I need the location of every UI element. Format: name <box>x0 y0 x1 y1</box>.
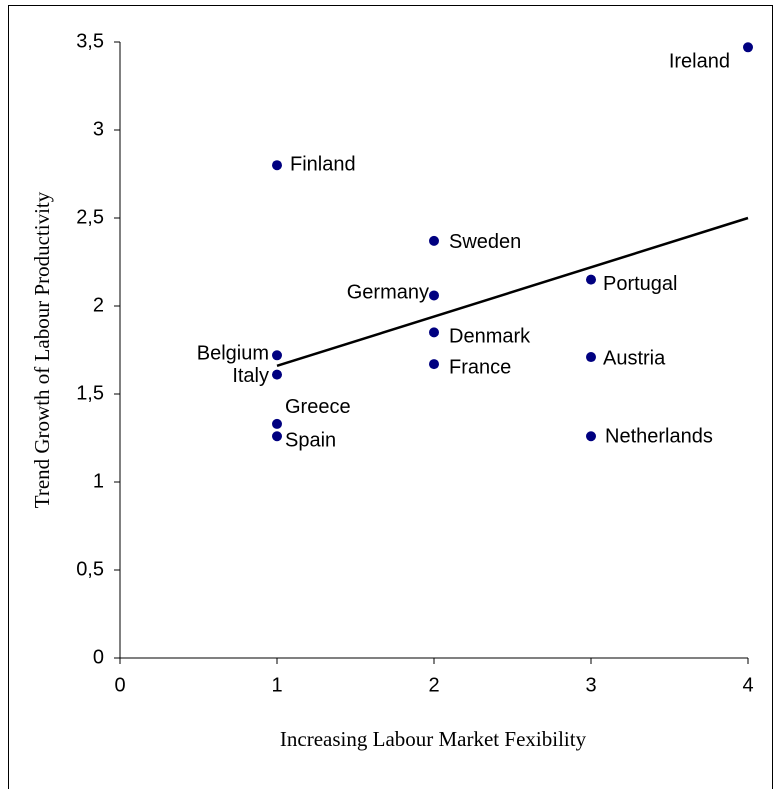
x-tick-label: 2 <box>428 674 439 696</box>
point-label: Netherlands <box>605 426 713 448</box>
point-label: Belgium <box>197 343 269 365</box>
point-label: Austria <box>603 347 666 369</box>
x-tick-label: 1 <box>271 674 282 696</box>
trend-line <box>276 216 749 368</box>
point-label: Ireland <box>669 51 730 73</box>
x-axis-title: Increasing Labour Market Fexibility <box>280 727 587 751</box>
data-point <box>429 327 439 338</box>
data-point <box>586 431 596 442</box>
data-point <box>272 350 282 361</box>
y-axis-title: Trend Growth of Labour Productivity <box>30 191 54 508</box>
point-label: Finland <box>290 153 356 175</box>
data-point <box>429 235 439 246</box>
point-label: Greece <box>285 396 351 418</box>
y-tick-label: 2,5 <box>76 206 104 228</box>
data-point <box>272 418 282 429</box>
data-point <box>586 274 596 285</box>
x-tick-label: 3 <box>585 674 596 696</box>
y-tick-label: 0,5 <box>76 558 104 580</box>
y-tick-label: 0 <box>93 646 104 668</box>
y-tick-label: 1,5 <box>76 382 104 404</box>
data-point <box>586 352 596 363</box>
x-tick-label: 0 <box>114 674 125 696</box>
y-tick-label: 3 <box>93 118 104 140</box>
point-label: Denmark <box>449 326 531 348</box>
point-label: France <box>449 356 511 378</box>
x-tick-label: 4 <box>742 674 753 696</box>
point-label: Sweden <box>449 231 521 253</box>
y-tick-label: 2 <box>93 294 104 316</box>
point-label: Italy <box>232 365 269 387</box>
data-point <box>272 431 282 442</box>
point-label: Portugal <box>603 273 678 295</box>
point-label: Spain <box>285 430 336 452</box>
y-tick-label: 3,5 <box>76 30 104 52</box>
data-point <box>429 359 439 370</box>
chart-border <box>8 5 773 789</box>
data-point <box>743 42 753 53</box>
data-point <box>272 160 282 171</box>
y-tick-label: 1 <box>93 470 104 492</box>
data-point <box>272 369 282 380</box>
point-label: Germany <box>347 282 429 304</box>
data-point <box>429 290 439 301</box>
